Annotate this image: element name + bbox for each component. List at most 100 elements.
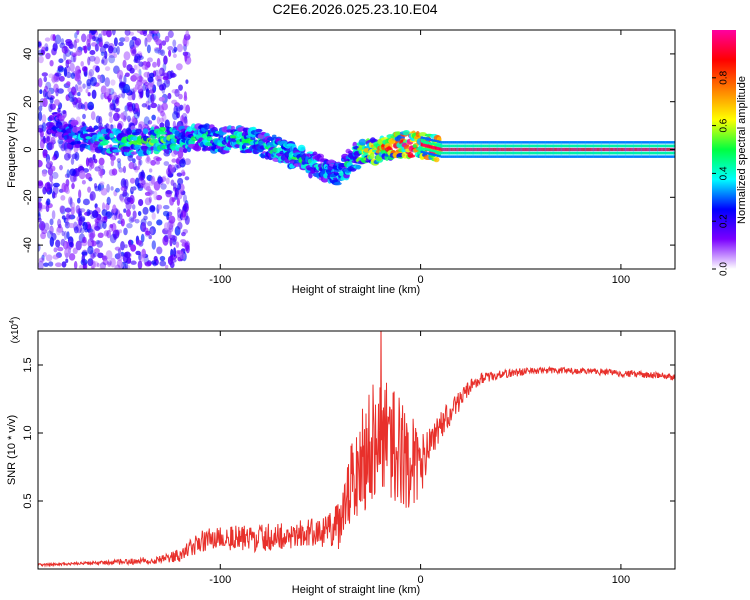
ridge-halo: [620, 141, 624, 144]
noise-mark: [109, 103, 117, 111]
ridge-halo: [488, 155, 491, 158]
ridge-halo: [558, 144, 562, 148]
noise-mark: [42, 97, 48, 108]
spectral-blob: [105, 136, 111, 140]
noise-mark: [131, 91, 136, 101]
spectral-blob: [206, 136, 213, 142]
ridge-core: [532, 147, 535, 152]
ridge-core: [546, 147, 549, 152]
noise-mark: [38, 243, 41, 252]
ridge-halo: [538, 155, 541, 158]
ridge-halo: [438, 144, 441, 147]
ridge-halo: [580, 151, 584, 155]
ridge-band: [664, 141, 674, 158]
ridge-halo: [512, 155, 515, 158]
noise-mark: [57, 66, 65, 73]
ridge-halo: [424, 140, 427, 144]
snr-y-label: SNR (10 * v/v): [6, 415, 18, 485]
noise-mark: [65, 72, 72, 79]
ridge-core: [542, 147, 545, 152]
ridge-core: [596, 147, 600, 152]
ridge-core: [572, 147, 576, 152]
ridge-band: [552, 141, 562, 158]
ridge-core: [512, 147, 515, 152]
ridge-halo: [626, 155, 630, 158]
ridge-halo: [574, 144, 578, 148]
noise-mark: [59, 205, 65, 214]
noise-mark: [119, 37, 126, 43]
noise-mark: [38, 217, 42, 223]
ridge-halo: [422, 140, 425, 143]
noise-mark: [89, 50, 96, 56]
ridge-halo: [630, 151, 634, 155]
ridge-halo: [604, 141, 608, 144]
noise-mark: [160, 176, 167, 182]
noise-mark: [173, 247, 177, 257]
noise-mark: [163, 161, 170, 167]
noise-mark: [52, 42, 58, 52]
noise-mark: [148, 234, 152, 240]
colorbar-gradient: [712, 30, 736, 269]
noise-mark: [99, 181, 105, 186]
ridge-halo: [550, 144, 554, 148]
ridge-halo: [538, 141, 541, 144]
ridge-core: [480, 147, 483, 152]
noise-mark: [149, 226, 156, 236]
noise-mark: [177, 209, 183, 219]
ridge-halo: [630, 141, 634, 144]
spectral-blob: [109, 132, 115, 138]
noise-mark: [88, 32, 93, 40]
noise-mark: [139, 92, 143, 99]
noise-mark: [163, 222, 170, 231]
ridge-halo: [668, 151, 672, 155]
ridge-halo: [452, 155, 455, 158]
ridge-halo: [454, 155, 457, 158]
ridge-halo: [488, 144, 491, 148]
noise-mark: [124, 251, 131, 259]
ridge-halo: [546, 141, 549, 144]
noise-mark: [124, 196, 131, 205]
ridge-halo: [662, 144, 666, 148]
noise-mark: [169, 237, 173, 247]
ridge-halo: [558, 141, 562, 144]
ridge-halo: [498, 144, 501, 148]
ridge-halo: [614, 141, 618, 144]
ridge-halo: [498, 151, 501, 155]
ridge-halo: [504, 141, 507, 144]
ridge-halo: [656, 155, 660, 158]
noise-mark: [143, 116, 150, 126]
noise-mark: [63, 241, 67, 249]
ridge-halo: [666, 155, 670, 158]
noise-mark: [148, 196, 153, 203]
ridge-halo: [644, 144, 648, 148]
ridge-halo: [468, 155, 471, 158]
noise-mark: [94, 217, 101, 224]
noise-mark: [181, 232, 186, 237]
noise-mark: [38, 105, 43, 112]
ridge-halo: [500, 155, 503, 158]
ridge-halo: [576, 151, 580, 155]
noise-mark: [131, 116, 136, 124]
noise-mark: [100, 59, 105, 64]
ridge-core: [650, 147, 654, 152]
ridge-halo: [608, 151, 612, 155]
colorbar: 0.0 0.2 0.4 0.6 0.8 Normalized spectral ampl…: [712, 30, 748, 276]
spectral-blob: [120, 139, 128, 144]
noise-mark: [65, 148, 72, 154]
ridge-halo: [582, 141, 586, 144]
ridge-halo: [556, 141, 560, 144]
ridge-halo: [490, 155, 493, 158]
ridge-halo: [480, 155, 483, 158]
noise-mark: [102, 259, 109, 266]
ridge-halo: [450, 144, 453, 148]
ridge-halo: [598, 151, 602, 155]
ridge-halo: [510, 144, 513, 148]
noise-mark: [82, 262, 87, 269]
ridge-halo: [536, 151, 539, 155]
noise-mark: [105, 250, 113, 260]
noise-mark: [49, 236, 55, 247]
ridge-halo: [648, 151, 652, 155]
ridge-halo: [532, 144, 535, 148]
ridge-halo: [536, 141, 539, 144]
noise-mark: [133, 64, 138, 71]
